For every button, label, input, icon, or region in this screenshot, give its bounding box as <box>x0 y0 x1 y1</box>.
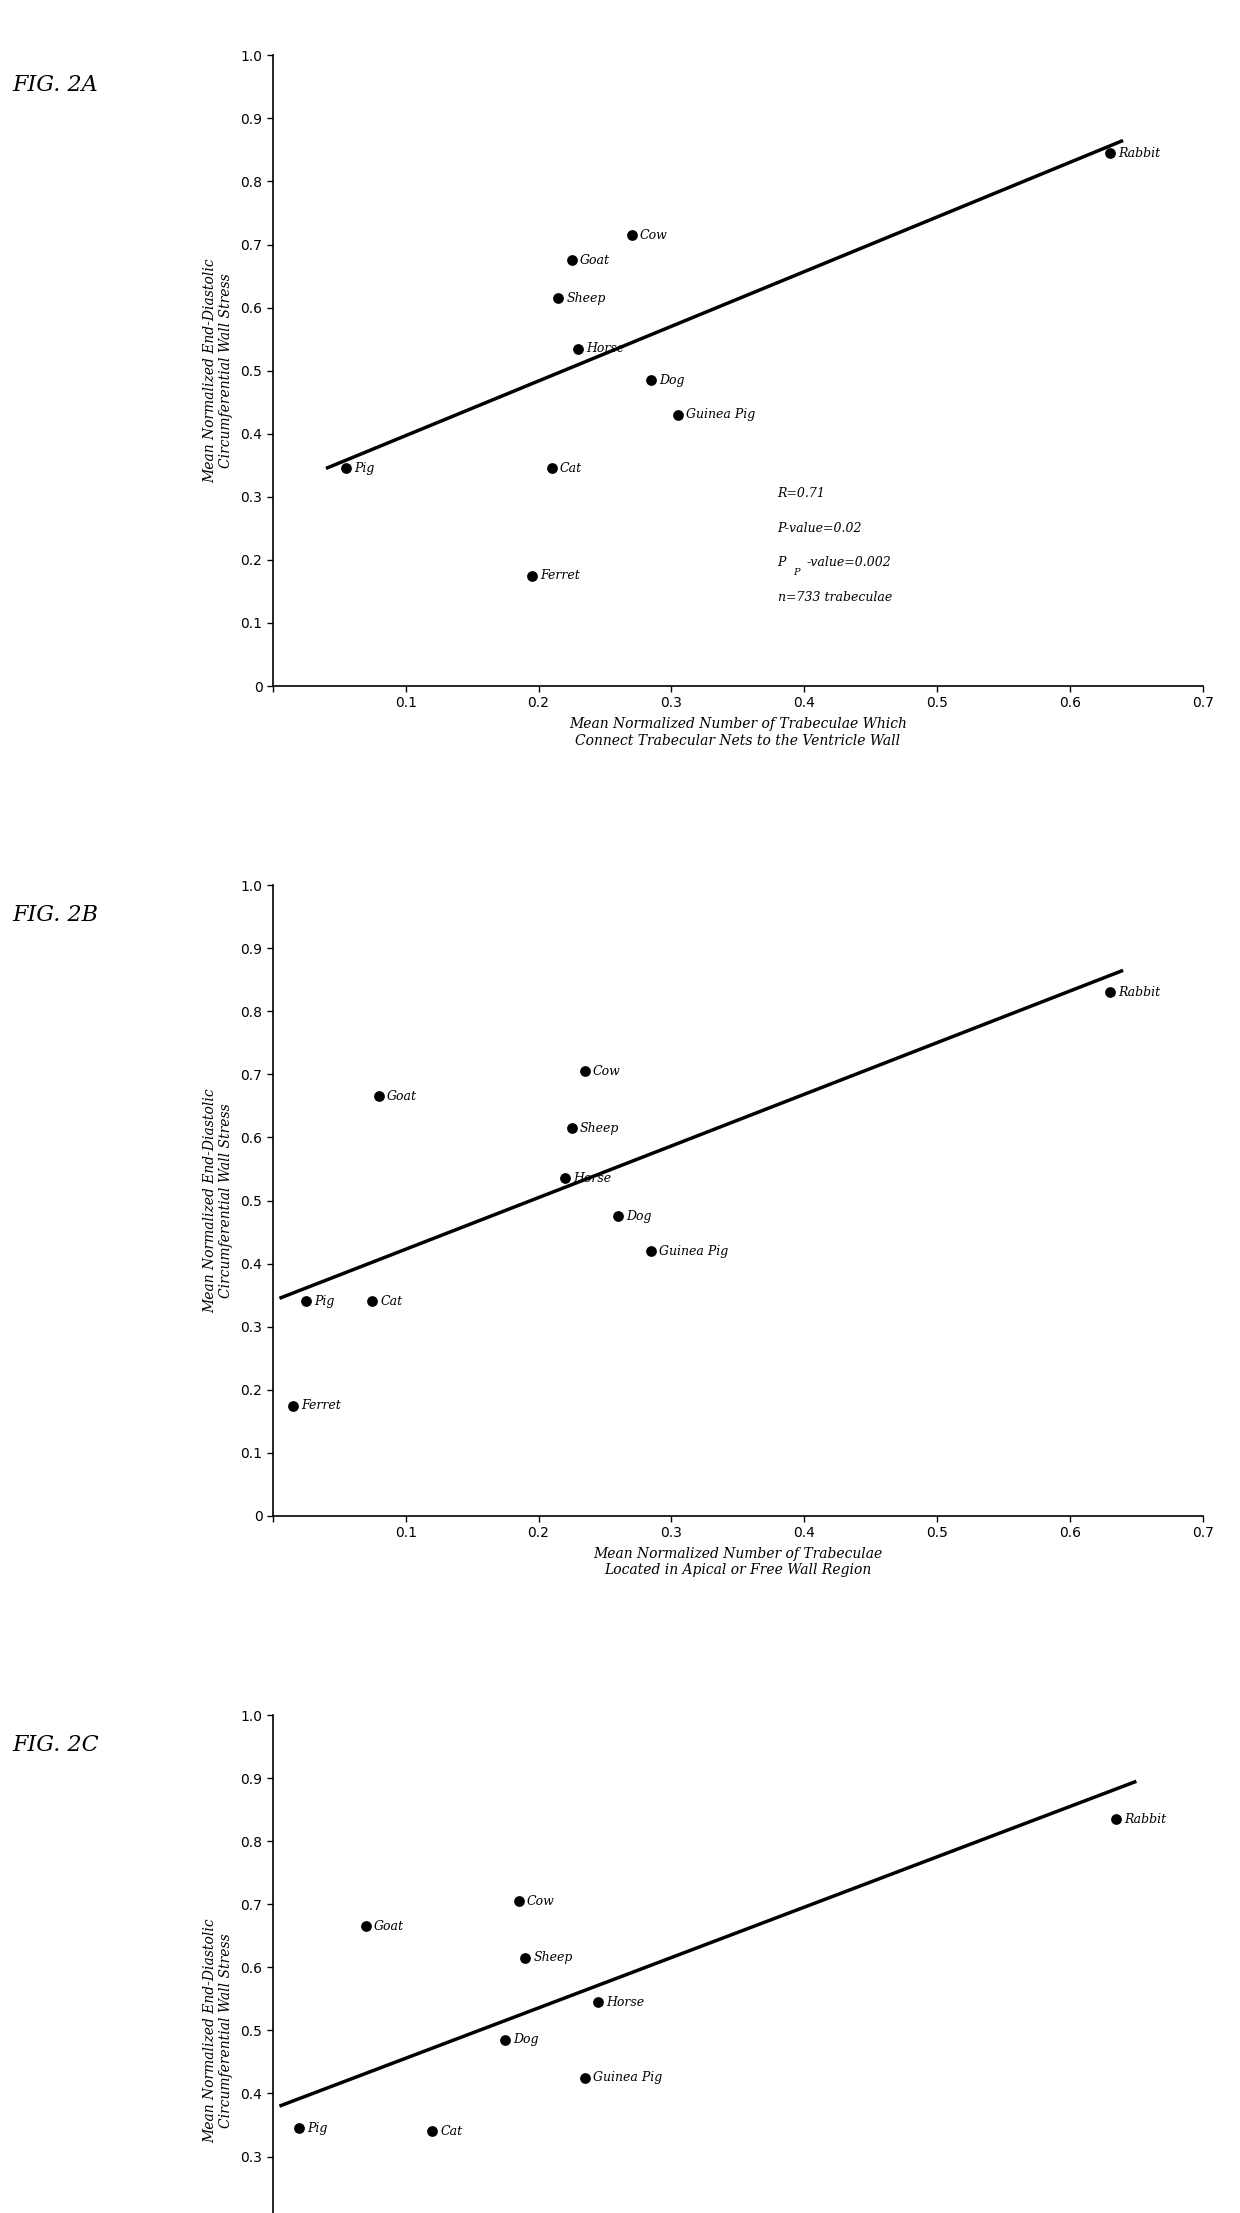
Text: Goat: Goat <box>580 254 610 268</box>
X-axis label: Mean Normalized Number of Trabeculae Which
Connect Trabecular Nets to the Ventri: Mean Normalized Number of Trabeculae Whi… <box>569 717 906 748</box>
Point <box>370 1078 389 1113</box>
Text: Pig: Pig <box>308 2122 327 2136</box>
Text: Horse: Horse <box>606 1996 645 2009</box>
Text: Cow: Cow <box>640 228 667 241</box>
Text: Pig: Pig <box>353 463 374 476</box>
Y-axis label: Mean Normalized End-Diastolic
Circumferential Wall Stress: Mean Normalized End-Diastolic Circumfere… <box>203 259 233 482</box>
Text: R=0.71: R=0.71 <box>777 487 826 500</box>
Y-axis label: Mean Normalized End-Diastolic
Circumferential Wall Stress: Mean Normalized End-Diastolic Circumfere… <box>203 1919 233 2142</box>
Text: P: P <box>794 569 800 578</box>
Point <box>556 1162 575 1197</box>
Text: Ferret: Ferret <box>539 569 579 582</box>
Point <box>423 2113 443 2149</box>
Text: Ferret: Ferret <box>300 1399 341 1412</box>
Point <box>668 396 688 432</box>
Text: Cat: Cat <box>559 463 582 476</box>
Text: Sheep: Sheep <box>533 1952 573 1965</box>
Text: FIG. 2B: FIG. 2B <box>12 905 98 925</box>
Point <box>641 363 661 398</box>
Point <box>1100 135 1120 170</box>
X-axis label: Mean Normalized Number of Trabeculae
Located in Apical or Free Wall Region: Mean Normalized Number of Trabeculae Loc… <box>593 1547 883 1578</box>
Text: Pig: Pig <box>314 1295 335 1308</box>
Text: Cat: Cat <box>381 1295 403 1308</box>
Point <box>289 2111 309 2147</box>
Text: Guinea Pig: Guinea Pig <box>593 2071 662 2085</box>
Text: Dog: Dog <box>626 1211 652 1224</box>
Text: P-value=0.02: P-value=0.02 <box>777 522 862 536</box>
Text: Rabbit: Rabbit <box>1125 1812 1167 1826</box>
Point <box>609 1199 629 1235</box>
Text: Cow: Cow <box>593 1064 621 1078</box>
Text: Horse: Horse <box>587 343 625 354</box>
Point <box>1100 974 1120 1009</box>
Point <box>568 332 588 367</box>
Text: Cat: Cat <box>440 2124 463 2138</box>
Point <box>516 1941 536 1976</box>
Text: Sheep: Sheep <box>580 1122 619 1135</box>
Text: Guinea Pig: Guinea Pig <box>660 1244 729 1257</box>
Text: Rabbit: Rabbit <box>1117 987 1159 998</box>
Text: Goat: Goat <box>373 1921 404 1932</box>
Text: Goat: Goat <box>387 1091 417 1102</box>
Text: Sheep: Sheep <box>567 292 606 305</box>
Point <box>336 451 356 487</box>
Text: FIG. 2A: FIG. 2A <box>12 75 98 95</box>
Point <box>542 451 562 487</box>
Text: Cow: Cow <box>527 1894 554 1908</box>
Point <box>562 243 582 279</box>
Text: Dog: Dog <box>660 374 684 387</box>
Point <box>562 1111 582 1146</box>
Point <box>496 2023 516 2058</box>
Point <box>362 1284 382 1319</box>
Text: Rabbit: Rabbit <box>1117 146 1159 159</box>
Text: n=733 trabeculae: n=733 trabeculae <box>777 591 892 604</box>
Text: P: P <box>777 555 786 569</box>
Text: Horse: Horse <box>573 1173 611 1184</box>
Point <box>296 1284 316 1319</box>
Point <box>588 1985 608 2020</box>
Text: -value=0.002: -value=0.002 <box>807 555 892 569</box>
Point <box>641 1233 661 1268</box>
Text: FIG. 2C: FIG. 2C <box>12 1735 99 1755</box>
Point <box>1106 1801 1126 1837</box>
Point <box>522 558 542 593</box>
Point <box>575 2060 595 2096</box>
Point <box>508 1883 528 1919</box>
Point <box>283 1388 303 1423</box>
Point <box>548 281 568 316</box>
Y-axis label: Mean Normalized End-Diastolic
Circumferential Wall Stress: Mean Normalized End-Diastolic Circumfere… <box>203 1089 233 1312</box>
Point <box>356 1908 376 1943</box>
Point <box>575 1053 595 1089</box>
Point <box>621 217 641 252</box>
Text: Guinea Pig: Guinea Pig <box>686 409 755 420</box>
Text: Dog: Dog <box>513 2034 538 2047</box>
